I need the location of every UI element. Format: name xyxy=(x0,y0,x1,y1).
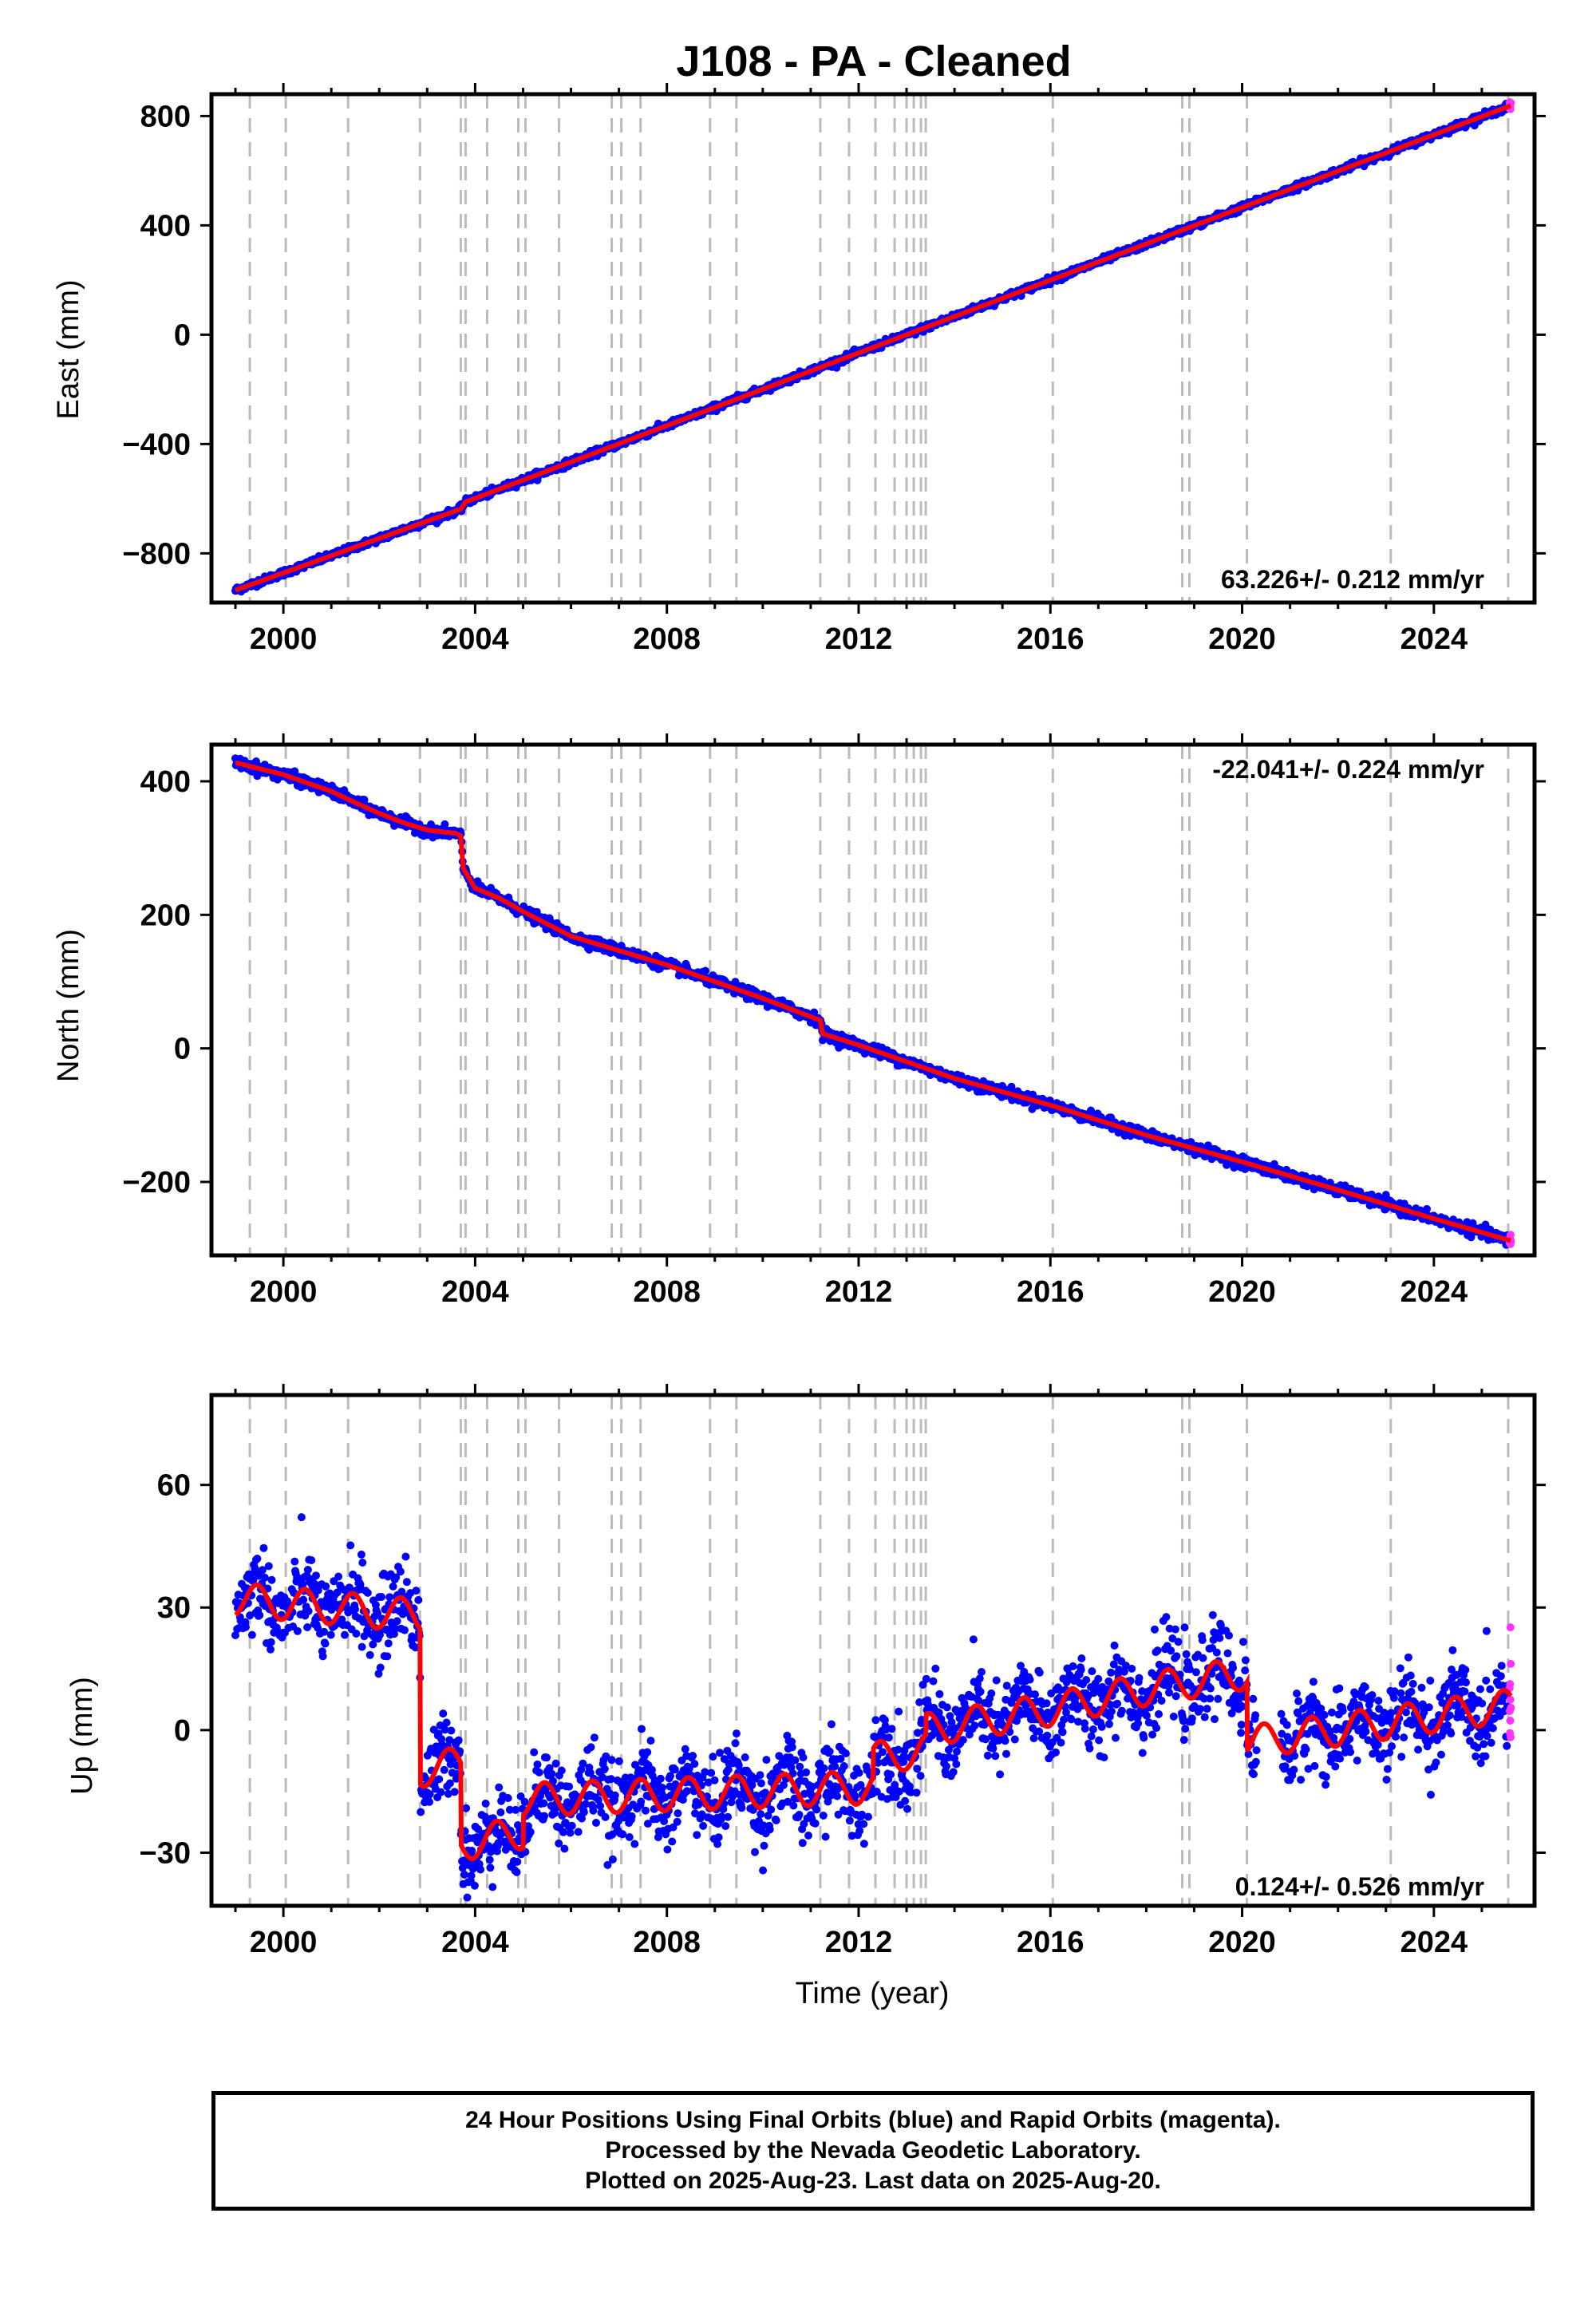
data-point xyxy=(253,1555,262,1563)
x-tick-label: 2016 xyxy=(1017,622,1084,656)
data-point xyxy=(260,1573,269,1582)
data-point xyxy=(396,1567,405,1576)
data-point xyxy=(1087,1106,1095,1115)
data-point xyxy=(320,1627,329,1636)
data-point xyxy=(385,1593,394,1602)
y-tick-label: 800 xyxy=(140,100,191,133)
data-point xyxy=(326,1630,335,1639)
data-point xyxy=(365,1650,374,1659)
data-point xyxy=(352,1630,361,1638)
data-point xyxy=(393,1617,401,1626)
data-point xyxy=(267,1638,275,1646)
data-point xyxy=(1423,1204,1431,1213)
data-point xyxy=(255,1611,264,1619)
data-point xyxy=(303,1566,312,1574)
x-tick-label: 2012 xyxy=(825,1275,893,1309)
y-tick-label: 400 xyxy=(140,209,191,243)
figure-title: J108 - PA - Cleaned xyxy=(676,38,1071,85)
data-point xyxy=(318,1652,327,1661)
x-tick-label: 2008 xyxy=(633,1275,701,1309)
data-point xyxy=(312,1571,320,1580)
y-tick-label: 0 xyxy=(174,1033,191,1066)
data-point xyxy=(402,1578,411,1587)
east-panel: 2000 2004 2008 2012 2016 2020 2024 800 400 0 −400 −… xyxy=(52,83,1546,656)
x-tick-label: 2024 xyxy=(1400,622,1468,656)
north-rate-label: -22.041+/- 0.224 mm/yr xyxy=(1212,755,1484,784)
x-tick-label: 2004 xyxy=(441,622,509,656)
data-point xyxy=(334,1572,343,1581)
x-tick-label: 2008 xyxy=(633,622,701,656)
y-tick-label: −400 xyxy=(122,428,191,461)
y-tick-label: −200 xyxy=(122,1166,191,1199)
data-point xyxy=(363,1588,372,1597)
data-point xyxy=(401,1626,409,1634)
data-point xyxy=(376,1663,385,1672)
x-tick-label: 2020 xyxy=(1208,622,1276,656)
data-point xyxy=(299,1595,308,1604)
east-ylabel: East (mm) xyxy=(52,279,85,419)
y-tick-label: 200 xyxy=(140,899,191,932)
data-point xyxy=(701,966,709,975)
data-point xyxy=(358,1642,366,1651)
data-point xyxy=(297,1513,306,1522)
x-tick-label: 2000 xyxy=(250,1275,318,1309)
data-point xyxy=(267,1645,275,1654)
y-tick-label: −800 xyxy=(122,537,191,571)
data-point xyxy=(389,1582,397,1591)
data-point xyxy=(401,1552,410,1561)
data-point xyxy=(322,1582,330,1591)
data-point xyxy=(383,1652,392,1661)
data-point xyxy=(304,1607,313,1615)
north-ylabel: North (mm) xyxy=(52,929,85,1082)
x-tick-label: 2024 xyxy=(1400,1275,1468,1309)
data-point xyxy=(293,1626,302,1635)
east-rate-label: 63.226+/- 0.212 mm/yr xyxy=(1221,565,1484,594)
data-point xyxy=(346,1541,355,1550)
x-tick-label: 2004 xyxy=(441,1275,509,1309)
data-point xyxy=(307,1556,316,1564)
data-point xyxy=(267,1575,276,1584)
data-point xyxy=(290,1557,299,1566)
x-tick-label: 2000 xyxy=(250,622,318,656)
data-point xyxy=(351,1605,359,1614)
y-tick-label: 400 xyxy=(140,765,191,799)
data-point xyxy=(259,1543,268,1552)
data-point xyxy=(321,1639,330,1648)
data-point xyxy=(247,1630,256,1639)
data-point xyxy=(384,1639,393,1648)
data-point xyxy=(341,1630,349,1639)
y-tick-label: 0 xyxy=(174,318,191,352)
data-point xyxy=(358,1559,367,1567)
data-point xyxy=(377,1593,386,1601)
data-point xyxy=(264,1562,273,1571)
data-point xyxy=(357,1550,365,1559)
x-tick-label: 2016 xyxy=(1017,1275,1084,1309)
data-point xyxy=(242,1622,250,1631)
x-tick-label: 2012 xyxy=(825,622,893,656)
data-point xyxy=(303,1623,312,1631)
north-panel: 2000 2004 2008 2012 2016 2020 20244002000−200 … xyxy=(52,733,1546,1309)
x-tick-label: 2020 xyxy=(1208,1275,1276,1309)
